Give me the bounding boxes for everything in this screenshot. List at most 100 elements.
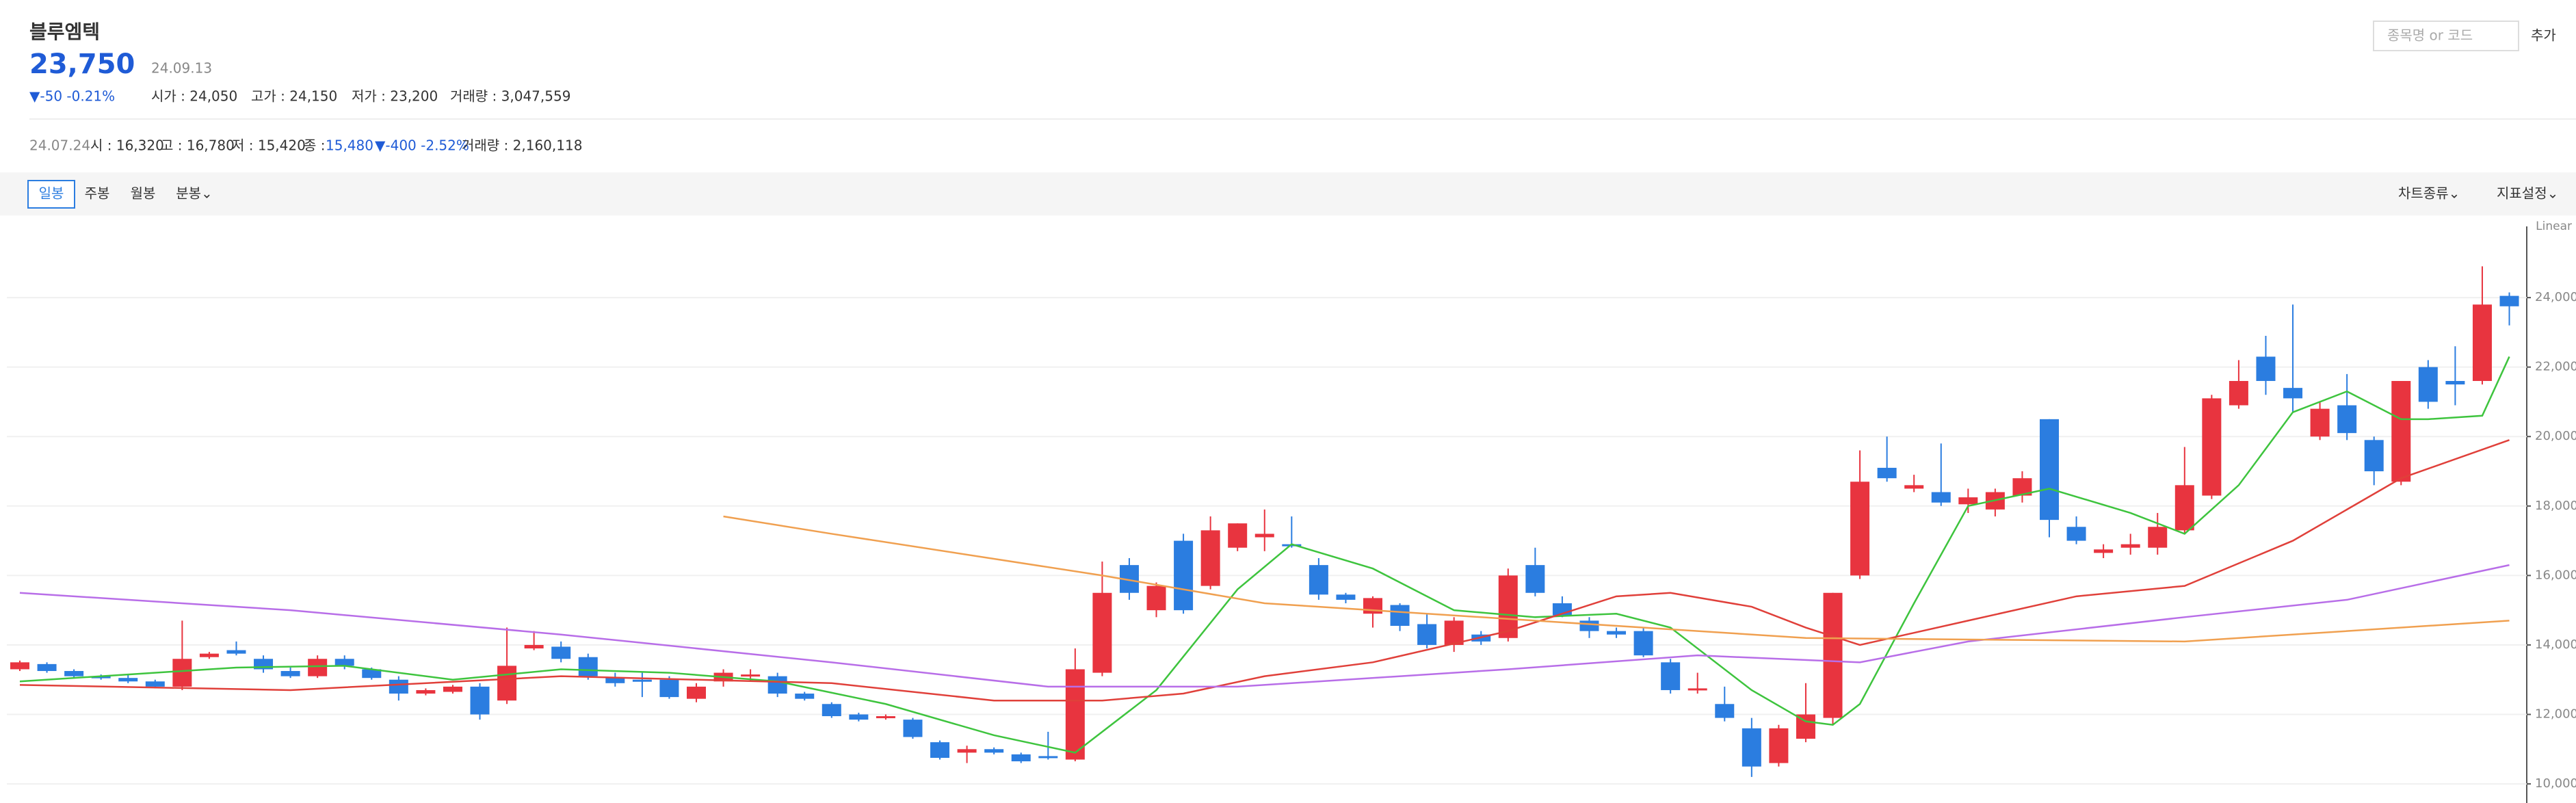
date: 24.09.13 [151,60,212,77]
candle-body [91,676,111,679]
candle-body [497,666,517,701]
candle-body [443,686,462,692]
scale-label: Linear [2536,220,2572,233]
candle-body [1931,492,1951,503]
candle-body [226,650,246,654]
candle-body [578,657,598,676]
y-tick-label: 24,000 [2535,290,2576,304]
y-tick-label: 14,000 [2535,637,2576,652]
candle-body [984,749,1004,753]
candle-body [2499,295,2519,306]
candle-body [1877,467,1897,479]
add-button[interactable]: 추가 [2531,27,2556,44]
candle-body [1390,605,1410,627]
candle-body [308,659,328,676]
hover-high: 고 : 16,780 [161,137,235,154]
y-tick-label: 20,000 [2535,429,2576,443]
candle-body [1011,754,1031,762]
candle-body [1417,624,1437,645]
candle-body [795,694,815,699]
candle-body [280,671,300,676]
search-box[interactable] [2373,21,2519,51]
candle-body [2283,388,2303,399]
candle-body [903,720,923,737]
candle-body [2094,549,2114,553]
candle-body [199,653,219,657]
candle-body [118,678,138,682]
tab[interactable]: 월봉 [131,185,156,202]
volume: 거래량 : 3,047,559 [450,88,570,105]
moving-average [19,356,2510,754]
tab[interactable]: 분봉⌄ [176,185,213,202]
candle-body [172,659,192,687]
toolbar [0,172,2576,215]
candle-body [659,679,679,698]
y-tick-label: 16,000 [2535,568,2576,582]
tab[interactable]: 일봉 [39,185,64,202]
chart-type-menu[interactable]: 차트종류⌄ [2398,185,2460,202]
indicator-menu[interactable]: 지표설정⌄ [2497,185,2558,202]
open: 시가 : 24,050 [151,88,237,105]
hover-low: 저 : 15,420 [232,137,306,154]
candle-body [741,674,761,677]
hover-change: ▼-400 -2.52% [375,137,469,154]
candle-body [1444,620,1464,645]
candle-body [362,669,382,679]
candle-body [687,686,706,699]
candle-body [1200,530,1220,586]
candle-body [1687,688,1707,691]
candle-body [1607,631,1627,635]
moving-average [19,564,2510,688]
candle-body [957,749,977,753]
candle-body [37,663,57,672]
candle-body [876,716,895,719]
low: 저가 : 23,200 [352,88,438,105]
candle-body [2391,380,2411,482]
y-tick-label: 12,000 [2535,707,2576,722]
candle-body [822,704,841,717]
hover-open: 시 : 16,320 [90,137,164,154]
candle-body [2364,440,2384,472]
candle-body [1498,575,1518,638]
candle-body [1579,620,1599,631]
candle-body [1309,565,1328,595]
moving-average [19,439,2510,702]
hover-date: 24.07.24 [29,137,90,154]
candle-body [2256,356,2276,381]
candle-body [1065,669,1085,760]
y-tick-label: 18,000 [2535,499,2576,513]
candle-body [1904,485,1924,489]
stock-name: 블루엠텍 [29,21,100,43]
candle-body [1336,594,1356,600]
candle-body [632,679,652,682]
candle-body [1254,534,1274,538]
hover-close-label: 종 : [304,137,326,154]
candle-body [1742,728,1761,767]
candle-body [2445,380,2465,385]
candle-body [2229,380,2248,406]
candle-body [1850,482,1870,576]
candle-body [1769,728,1789,763]
candle-body [2202,398,2222,496]
candle-body [1633,631,1653,656]
candle-body [930,742,950,758]
candle-body [145,681,165,687]
change: ▼-50 -0.21% [29,88,115,105]
candle-body [849,714,869,720]
candle-body [1174,540,1194,611]
candle-body [1958,497,1978,505]
candle-body [2040,419,2059,521]
search-placeholder[interactable]: 종목명 or 코드 [2387,27,2473,44]
candle-body [767,676,787,694]
hover-close: 15,480 [326,137,373,154]
candle-body [470,686,490,715]
hover-volume: 거래량 : 2,160,118 [462,137,582,154]
candle-body [1661,662,1681,690]
candle-body [2174,485,2194,531]
tab[interactable]: 주봉 [85,185,110,202]
candle-body [389,679,408,694]
tab-selected[interactable] [27,180,75,209]
y-tick-label: 10,000 [2535,776,2576,791]
